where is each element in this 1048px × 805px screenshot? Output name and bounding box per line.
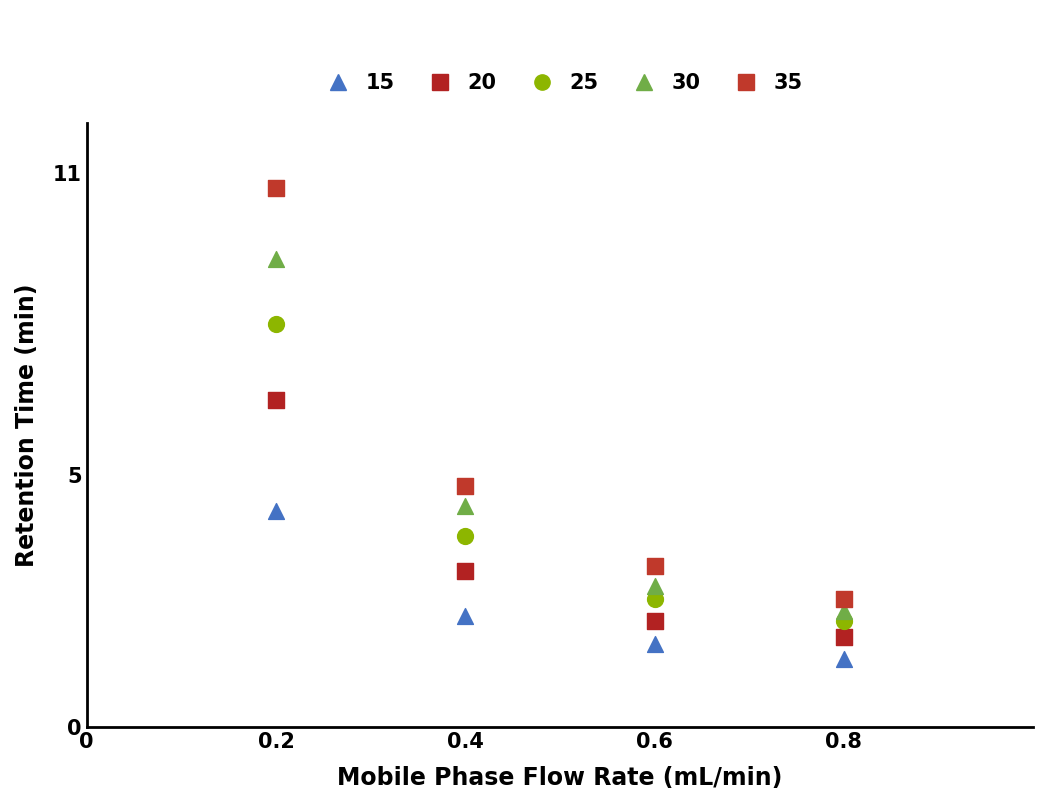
Legend: 15, 20, 25, 30, 35: 15, 20, 25, 30, 35 [318, 73, 803, 93]
Point [647, 638, 663, 650]
Point [835, 605, 852, 618]
Point [835, 592, 852, 605]
Point [457, 564, 474, 577]
Point [457, 479, 474, 492]
Point [267, 394, 284, 407]
Point [647, 615, 663, 628]
Y-axis label: Retention Time (min): Retention Time (min) [15, 283, 39, 567]
Point [835, 615, 852, 628]
Point [835, 653, 852, 666]
Point [457, 499, 474, 512]
Point [647, 559, 663, 572]
Point [647, 592, 663, 605]
Point [267, 253, 284, 266]
Point [647, 580, 663, 592]
Point [835, 630, 852, 643]
Point [267, 318, 284, 331]
Point [457, 610, 474, 623]
X-axis label: Mobile Phase Flow Rate (mL/min): Mobile Phase Flow Rate (mL/min) [337, 766, 783, 790]
Point [457, 530, 474, 543]
Point [267, 182, 284, 195]
Point [267, 504, 284, 517]
